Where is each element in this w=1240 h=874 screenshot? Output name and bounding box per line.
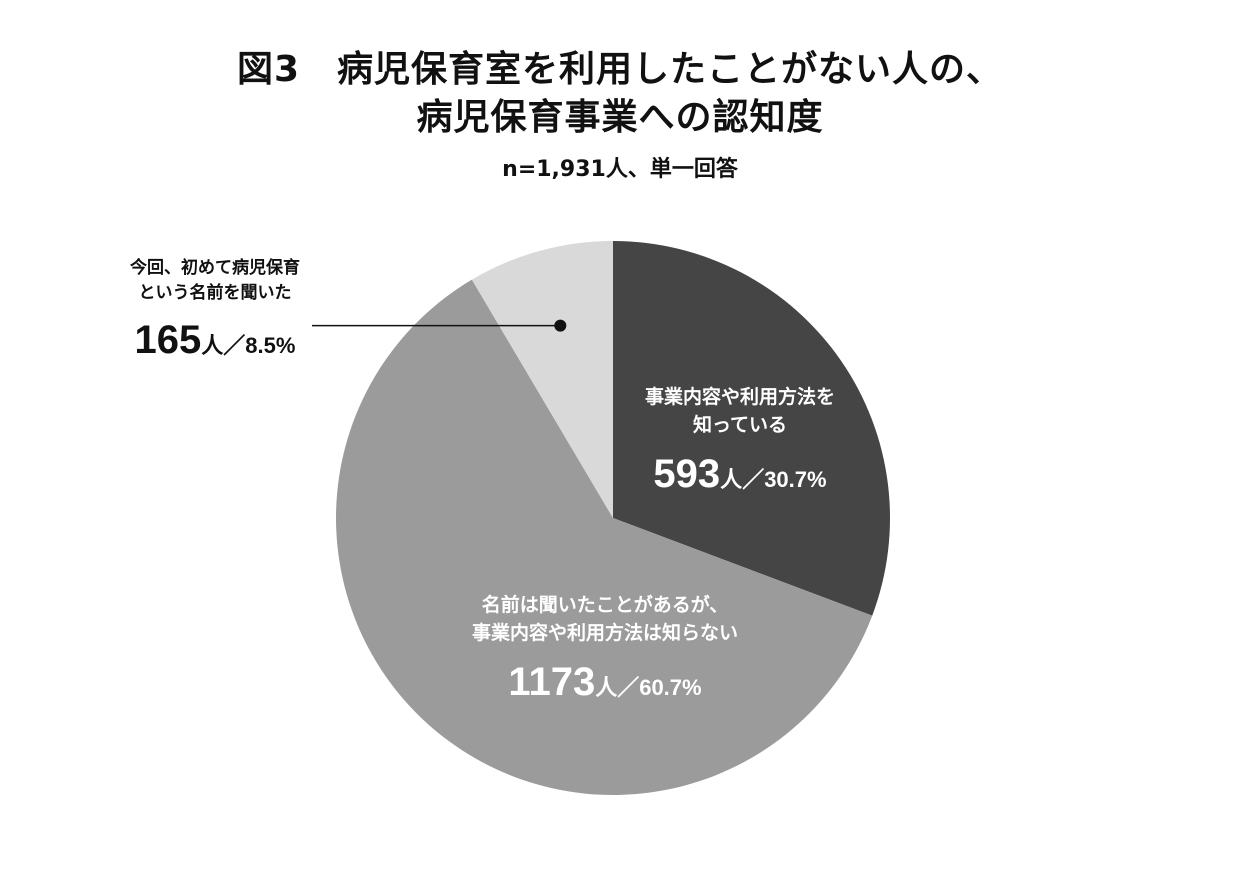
slice-known-unit: 人: [720, 468, 743, 494]
slice-first-desc-line2: という名前を聞いた: [138, 282, 292, 303]
slice-label-first: 今回、初めて病児保育 という名前を聞いた 165人／8.5%: [90, 256, 340, 369]
slice-heard-unit: 人: [595, 676, 618, 702]
chart-title-line-1: 図3 病児保育室を利用したことがない人の、: [236, 49, 1004, 90]
slice-known-percent: ／30.7%: [742, 467, 827, 493]
slice-first-unit: 人: [201, 334, 224, 360]
slice-known-count: 593: [653, 452, 721, 497]
chart-title-line-2: 病児保育事業への認知度: [416, 97, 824, 138]
slice-first-count: 165: [134, 318, 202, 363]
slice-label-heard: 名前は聞いたことがあるが、 事業内容や利用方法は知らない 1173人／60.7%: [415, 592, 795, 711]
slice-first-percent: ／8.5%: [223, 333, 296, 359]
slice-first-value: 165人／8.5%: [90, 311, 340, 369]
slice-heard-percent: ／60.7%: [617, 675, 702, 701]
slice-known-desc-line1: 事業内容や利用方法を: [644, 386, 835, 408]
callout-dot: [554, 319, 567, 332]
slice-heard-desc-line2: 事業内容や利用方法は知らない: [471, 621, 738, 644]
slice-first-desc-line1: 今回、初めて病児保育: [130, 258, 300, 278]
pie-slices: [336, 241, 891, 795]
slice-heard-value: 1173人／60.7%: [415, 653, 795, 711]
slice-known-desc-line2: 知っている: [692, 413, 788, 436]
slice-heard-desc-line1: 名前は聞いたことがあるが、: [481, 594, 729, 616]
pie-slice-known: [613, 241, 891, 616]
pie-slice-first: [471, 241, 613, 518]
slice-heard-count: 1173: [508, 660, 596, 705]
slice-label-known: 事業内容や利用方法を 知っている 593人／30.7%: [620, 384, 860, 503]
chart-subtitle: n=1,931人、単一回答: [502, 157, 738, 182]
slice-known-value: 593人／30.7%: [620, 445, 860, 503]
pie-slice-heard: [336, 279, 873, 795]
